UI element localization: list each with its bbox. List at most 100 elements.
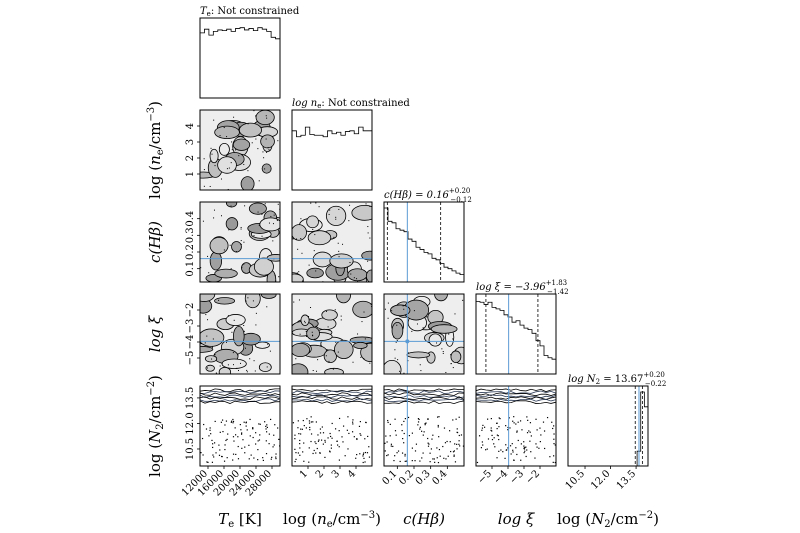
sample-point (228, 229, 230, 231)
sample-point (324, 439, 326, 442)
sample-point (338, 459, 340, 461)
sample-point (402, 305, 404, 307)
sample-point (347, 448, 349, 450)
axis-label-tail: /cm (146, 396, 164, 424)
sample-point (302, 419, 304, 422)
x-tick-label: 10.5 (564, 468, 588, 492)
contour-line (384, 392, 464, 397)
sample-point (226, 136, 228, 138)
sample-point (497, 435, 499, 437)
sample-point (232, 436, 235, 438)
axis-label-log_N2: log (N2/cm−2) (146, 375, 166, 477)
sample-point (450, 363, 452, 365)
sample-point (231, 331, 233, 333)
sample-point (386, 441, 388, 443)
sample-point (273, 214, 275, 216)
axis-label-Te: Te [K] (218, 510, 262, 530)
axis-label-cHb: c(Hβ) (403, 510, 445, 528)
sample-point (424, 424, 426, 426)
sample-point (397, 450, 400, 452)
marginal-title: c(Hβ) = 0.16+0.20 −0.12 (384, 187, 472, 204)
sample-point (540, 434, 542, 436)
sample-point (527, 419, 529, 421)
axis-label-superscript: −3 (360, 510, 375, 521)
sample-point (204, 342, 206, 344)
axis-label-tail: /cm (146, 122, 164, 150)
panel-content (200, 110, 280, 190)
sample-point (241, 447, 243, 449)
sample-point (363, 457, 365, 460)
sample-point (351, 431, 354, 433)
sample-point (308, 264, 310, 266)
panel-frame (383, 385, 465, 467)
density-contour (238, 122, 262, 138)
sample-point (258, 423, 260, 425)
y-tick-label: 10.5 (185, 438, 196, 460)
sample-point (496, 427, 498, 430)
sample-point (202, 454, 204, 456)
sample-point (390, 443, 393, 445)
sample-point (219, 449, 221, 451)
sample-point (391, 310, 393, 312)
sample-point (314, 338, 316, 340)
sample-point (294, 434, 296, 436)
sample-point (305, 427, 307, 429)
sample-point (212, 443, 214, 445)
sample-point (512, 451, 514, 453)
sample-point (407, 360, 409, 362)
x-tick-label: 2 (314, 468, 326, 480)
sample-point (308, 447, 310, 449)
sample-point (438, 436, 440, 438)
axis-label-end: ) (146, 101, 164, 107)
sample-point (352, 361, 354, 363)
sample-point (448, 333, 450, 335)
sample-point (405, 460, 408, 462)
sample-point (520, 443, 522, 445)
sample-point (449, 430, 451, 432)
sample-point (441, 348, 443, 350)
panel-frame (291, 201, 373, 283)
sample-point (337, 242, 339, 244)
sample-point (268, 149, 270, 151)
panel-cHb-log_N2: 0.10.20.30.4 (380, 385, 465, 487)
sample-point (245, 422, 247, 424)
sample-point (544, 447, 546, 450)
sample-point (523, 441, 525, 443)
sample-point (227, 364, 229, 366)
sample-point (368, 446, 370, 448)
axis-label-superscript: −2 (146, 381, 157, 396)
sample-point (331, 422, 333, 425)
sample-point (516, 431, 518, 433)
sample-point (508, 417, 510, 419)
sample-point (203, 185, 205, 187)
sample-point (528, 430, 530, 432)
sample-point (504, 457, 506, 459)
sample-point (297, 427, 299, 429)
sample-point (349, 204, 351, 206)
sample-point (222, 430, 224, 433)
panel-log_ne-log_ne (291, 109, 373, 191)
sample-point (352, 421, 354, 423)
sample-point (356, 453, 358, 456)
y-tick-label: −5 (185, 351, 196, 366)
axis-label-log_ne: log (ne/cm−3) (283, 510, 381, 530)
panel-content (384, 386, 464, 466)
sample-point (428, 313, 430, 315)
sample-point (261, 213, 263, 215)
axis-label-tail: [K] (234, 510, 262, 528)
sample-point (243, 330, 245, 332)
sample-point (304, 322, 306, 324)
marginal-histogram-step (384, 207, 464, 282)
sample-point (363, 358, 365, 360)
sample-point (244, 452, 246, 454)
density-contour (292, 363, 309, 374)
sample-point (319, 432, 322, 434)
sample-point (404, 418, 406, 420)
title-upper-error: +0.20 (449, 187, 470, 195)
panel-content (292, 126, 372, 190)
density-contour (334, 339, 354, 360)
sample-point (206, 367, 208, 369)
panel-content (200, 27, 280, 98)
